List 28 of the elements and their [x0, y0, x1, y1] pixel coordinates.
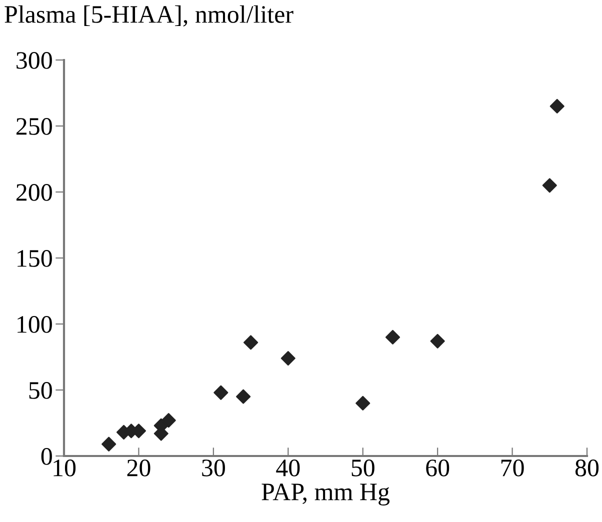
point — [244, 335, 258, 350]
x-axis-title: PAP, mm Hg — [262, 484, 390, 506]
point — [430, 334, 445, 348]
y-axis-title: Plasma [5-HIAA], nmol/liter — [4, 5, 294, 27]
x-tick-label: 10 — [54, 460, 76, 476]
y-tick-label: 50 — [29, 382, 52, 399]
point — [236, 389, 251, 404]
point — [161, 413, 176, 428]
x-tick-label: 70 — [501, 460, 524, 476]
x-tick-label: 40 — [276, 460, 300, 476]
point — [356, 396, 370, 410]
x-tick-label: 80 — [575, 460, 599, 476]
point — [280, 351, 296, 366]
y-tick-label: 0 — [41, 448, 52, 465]
point — [102, 436, 116, 452]
point — [542, 178, 557, 193]
y-tick-label: 200 — [16, 184, 52, 201]
y-tick-label: 250 — [16, 118, 52, 135]
point — [214, 385, 228, 400]
y-tick-label: 150 — [18, 250, 52, 267]
y-tick-label: 300 — [16, 52, 52, 69]
y-tick-label: 100 — [18, 316, 52, 333]
point — [385, 330, 400, 344]
x-tick-label: 30 — [202, 460, 225, 476]
x-tick-label: 60 — [426, 460, 450, 476]
point — [550, 98, 564, 114]
x-tick-label: 20 — [127, 460, 150, 476]
x-tick-label: 50 — [352, 460, 374, 476]
